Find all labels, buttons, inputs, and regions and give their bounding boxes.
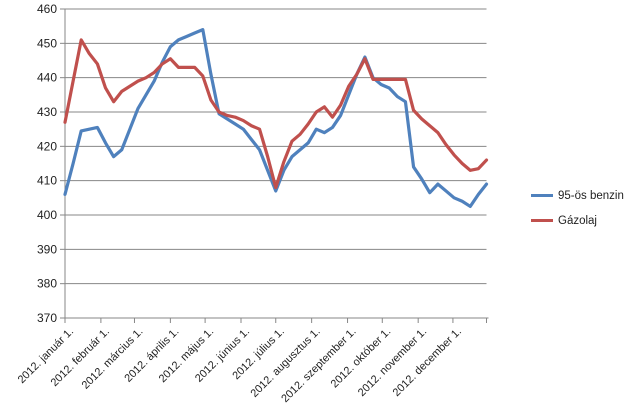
x-axis-tick-label: 2012. december 1.: [391, 326, 464, 399]
series-line-gazolaj[interactable]: [63, 38, 489, 190]
legend-label-gazolaj: Gázolaj: [558, 214, 597, 227]
y-axis-tick-label: 380: [37, 277, 57, 291]
y-axis-tick-label: 390: [37, 242, 57, 256]
y-axis-tick-label: 400: [37, 208, 57, 222]
x-axis-tick-label: 2012. március 1.: [80, 326, 146, 392]
y-axis-tick-label: 450: [37, 36, 57, 50]
chart-legend: 95-ös benzin Gázolaj: [531, 183, 624, 233]
series-line-benzin[interactable]: [63, 28, 489, 209]
legend-label-benzin: 95-ös benzin: [558, 189, 624, 202]
y-axis-tick-label: 430: [37, 105, 57, 119]
x-axis-tick-label: 2012. augusztus 1.: [249, 326, 323, 400]
legend-swatch-benzin: [531, 194, 553, 197]
legend-swatch-gazolaj: [531, 219, 553, 222]
y-axis-tick-label: 420: [37, 139, 57, 153]
y-axis-tick-label: 410: [37, 174, 57, 188]
legend-item-benzin[interactable]: 95-ös benzin: [531, 183, 624, 208]
y-axis-tick-label: 440: [37, 71, 57, 85]
x-axis-tick-label: 2012. október 1.: [329, 326, 394, 391]
y-axis-tick-label: 370: [37, 311, 57, 325]
y-axis-tick-label: 460: [37, 2, 57, 16]
legend-item-gazolaj[interactable]: Gázolaj: [531, 208, 624, 233]
